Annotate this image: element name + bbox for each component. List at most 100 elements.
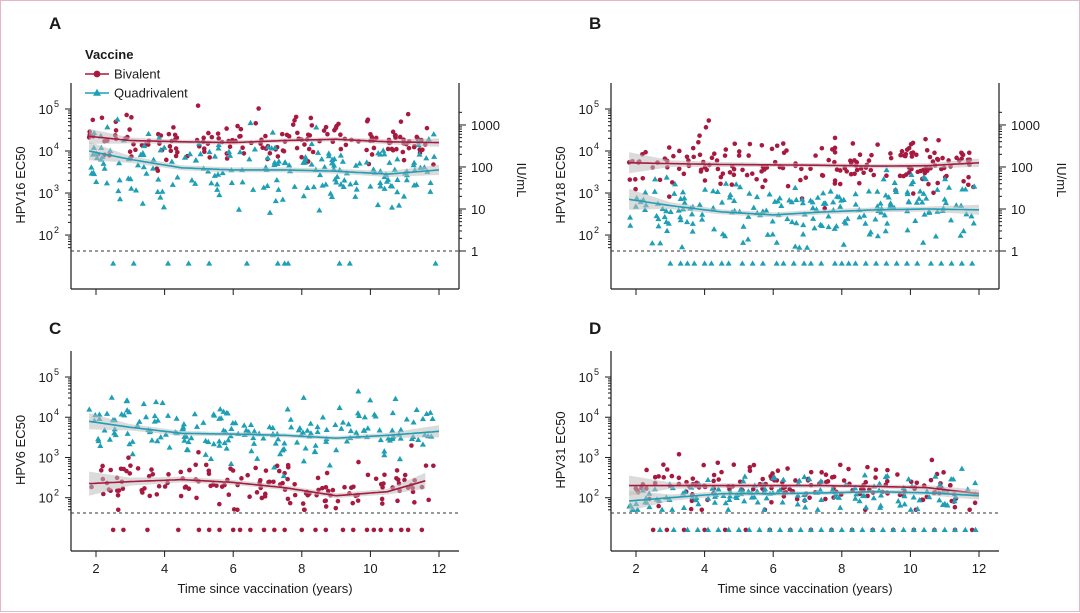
bivalent-below-lod-point <box>650 527 656 533</box>
quadrivalent-point <box>319 182 326 188</box>
bivalent-point <box>90 117 96 123</box>
quadrivalent-point <box>389 409 396 416</box>
quadrivalent-point <box>191 410 198 417</box>
y2-tick-label: 10 <box>471 202 485 217</box>
quadrivalent-point <box>806 475 813 482</box>
quadrivalent-point <box>678 243 686 250</box>
quadrivalent-point <box>960 227 967 234</box>
points-group <box>626 118 978 266</box>
bivalent-point <box>723 147 729 152</box>
bivalent-point <box>740 167 745 173</box>
y-tick-exponent: 4 <box>594 407 599 417</box>
quadrivalent-point <box>942 199 949 206</box>
bivalent-point <box>215 131 221 136</box>
bivalent-point <box>873 475 878 480</box>
quadrivalent-point <box>763 207 770 213</box>
quadrivalent-point <box>655 215 662 222</box>
x-tick-label: 2 <box>632 561 639 576</box>
quadrivalent-below-lod-point <box>797 526 804 532</box>
bivalent-point <box>780 141 786 146</box>
quadrivalent-point <box>870 495 877 501</box>
bivalent-below-lod-point <box>196 527 202 533</box>
quadrivalent-point <box>792 184 799 190</box>
quadrivalent-point <box>347 181 354 187</box>
quadrivalent-point <box>920 190 927 196</box>
bivalent-point <box>321 128 327 133</box>
bivalent-point <box>681 171 687 177</box>
bivalent-point <box>276 468 282 474</box>
quadrivalent-point <box>228 460 235 466</box>
quadrivalent-below-lod-point <box>807 526 814 532</box>
y2-tick-label: 1000 <box>471 118 500 133</box>
quadrivalent-point <box>829 486 836 492</box>
quadrivalent-point <box>429 415 436 421</box>
quadrivalent-point <box>761 506 768 512</box>
quadrivalent-point <box>692 496 700 503</box>
quadrivalent-point <box>266 209 273 215</box>
bivalent-point <box>323 485 329 490</box>
quadrivalent-point <box>250 186 257 192</box>
quadrivalent-below-lod-point <box>766 526 773 532</box>
quadrivalent-point <box>651 176 659 182</box>
quadrivalent-point <box>642 189 649 195</box>
quadrivalent-point <box>129 438 136 444</box>
bivalent-point <box>813 153 818 158</box>
quadrivalent-point <box>789 218 796 225</box>
quadrivalent-point <box>343 438 350 444</box>
quadrivalent-point <box>354 410 362 416</box>
bivalent-point <box>235 123 240 129</box>
quadrivalent-point <box>381 448 388 454</box>
bivalent-point <box>423 463 429 468</box>
quadrivalent-point <box>214 181 221 187</box>
bivalent-point <box>715 460 721 466</box>
quadrivalent-point <box>168 158 175 164</box>
quadrivalent-point <box>93 178 100 185</box>
quadrivalent-point <box>897 502 904 508</box>
bivalent-point <box>118 466 124 472</box>
quadrivalent-point <box>833 223 840 229</box>
bivalent-point <box>214 483 219 488</box>
bivalent-point <box>691 154 697 160</box>
bivalent-point <box>750 486 756 492</box>
quadrivalent-point <box>363 159 370 165</box>
quadrivalent-point <box>804 244 811 250</box>
bivalent-point <box>869 152 874 158</box>
quadrivalent-point <box>250 434 257 441</box>
quadrivalent-point <box>825 223 832 230</box>
bivalent-point <box>284 132 290 138</box>
quadrivalent-point <box>714 188 721 194</box>
quadrivalent-point <box>945 184 953 190</box>
quadrivalent-below-lod-point <box>725 260 732 266</box>
legend-label: Quadrivalent <box>114 86 188 101</box>
quadrivalent-point <box>314 423 321 430</box>
quadrivalent-point <box>834 193 841 199</box>
quadrivalent-below-lod-point <box>346 260 353 266</box>
quadrivalent-point <box>663 207 670 214</box>
bivalent-point <box>850 141 856 146</box>
quadrivalent-point <box>852 190 859 197</box>
quadrivalent-point <box>302 154 309 160</box>
quadrivalent-point <box>145 130 152 137</box>
bivalent-point <box>302 142 307 147</box>
bivalent-point <box>715 166 721 172</box>
bivalent-point <box>371 145 377 151</box>
quadrivalent-point <box>284 406 291 412</box>
bivalent-point <box>690 476 696 481</box>
bivalent-trend-line <box>629 162 980 167</box>
quadrivalent-point <box>667 208 674 215</box>
quadrivalent-point <box>275 436 282 442</box>
bivalent-below-lod-point <box>378 527 383 533</box>
quadrivalent-point <box>388 204 396 210</box>
y-tick-label: 10 <box>579 450 593 465</box>
quadrivalent-point <box>958 465 965 471</box>
bivalent-point <box>666 194 672 199</box>
bivalent-point <box>401 157 407 163</box>
quadrivalent-point <box>316 171 324 178</box>
bivalent-below-lod-point <box>217 527 222 533</box>
quadrivalent-below-lod-point <box>883 260 890 266</box>
quadrivalent-point <box>427 179 434 185</box>
quadrivalent-below-lod-point <box>903 260 911 266</box>
quadrivalent-point <box>216 191 223 198</box>
